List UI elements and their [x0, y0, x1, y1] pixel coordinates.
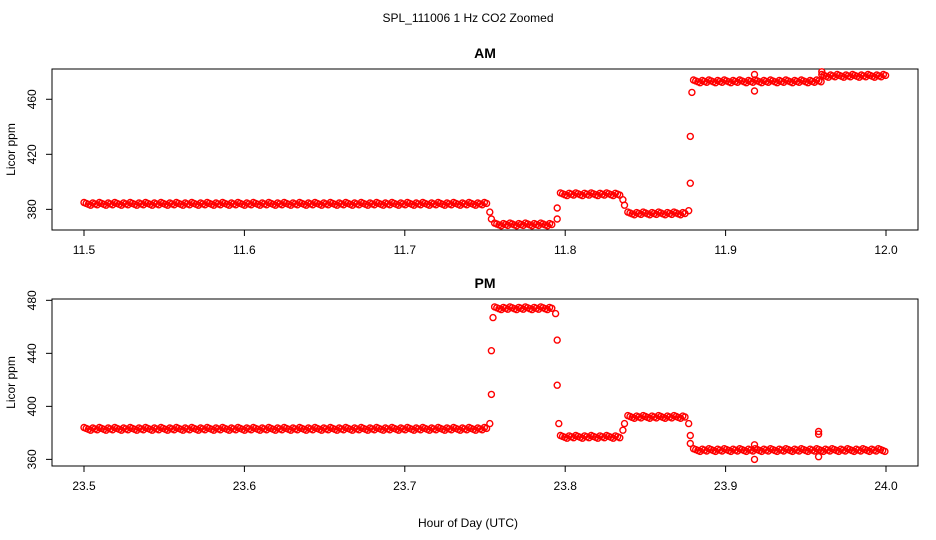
- y-axis-label: Licor ppm: [4, 123, 18, 176]
- panels: AM 11.5 11.6 11.7 11.8 11.9 12.0 380 420 460 Licor…: [4, 45, 919, 493]
- data-point: [548, 304, 556, 312]
- y-tick-label: 460: [25, 89, 39, 109]
- y-tick-label: 440: [25, 343, 39, 363]
- data-point: [543, 305, 552, 314]
- data-point: [553, 336, 561, 344]
- y-axis: 360 400 440 480: [25, 290, 53, 469]
- data-point: [814, 453, 823, 461]
- x-axis: 23.5 23.6 23.7 23.8 23.9 24.0: [72, 465, 898, 493]
- data-point: [686, 179, 694, 187]
- data-point: [676, 211, 685, 219]
- data-point: [817, 78, 825, 86]
- y-axis: 380 420 460: [25, 89, 53, 219]
- data-point: [619, 426, 627, 434]
- data-point: [487, 215, 496, 223]
- data-point: [482, 199, 491, 208]
- data-point: [685, 419, 693, 428]
- data-point: [681, 413, 689, 421]
- x-tick-label: 23.5: [72, 479, 96, 493]
- panel-am: AM 11.5 11.6 11.7 11.8 11.9 12.0 380 420 460 Licor…: [4, 45, 919, 257]
- data-point: [818, 68, 826, 76]
- data-series: [80, 68, 890, 230]
- data-point: [750, 441, 759, 449]
- data-point: [487, 347, 496, 355]
- y-axis-label: Licor ppm: [4, 356, 18, 409]
- data-point: [750, 87, 759, 95]
- panel-pm: PM 23.5 23.6 23.7 23.8 23.9 24.0 360 400 440 480 Li…: [4, 275, 919, 493]
- y-tick-label: 380: [25, 199, 39, 219]
- data-point: [814, 430, 823, 438]
- data-point: [486, 419, 494, 428]
- panel-title: AM: [474, 45, 496, 61]
- x-tick-label: 11.6: [233, 243, 256, 257]
- panel-title: PM: [475, 275, 496, 291]
- data-point: [486, 208, 494, 216]
- data-point: [553, 215, 561, 223]
- data-point: [881, 447, 889, 456]
- data-point: [750, 70, 759, 79]
- x-tick-label: 23.8: [554, 479, 578, 493]
- data-point: [686, 132, 694, 141]
- y-tick-label: 480: [25, 290, 39, 310]
- y-tick-label: 420: [25, 144, 39, 164]
- data-point: [685, 206, 693, 215]
- x-tick-label: 23.9: [714, 479, 738, 493]
- data-point: [688, 88, 696, 97]
- data-point: [553, 381, 561, 389]
- x-axis: 11.5 11.6 11.7 11.8 11.9 12.0: [73, 229, 898, 257]
- data-point: [881, 71, 890, 80]
- plot-frame: [51, 298, 919, 467]
- figure-title: SPL_111006 1 Hz CO2 Zoomed: [383, 11, 554, 25]
- data-point: [814, 427, 823, 436]
- data-point: [548, 220, 556, 229]
- data-point: [551, 309, 560, 318]
- x-tick-label: 24.0: [874, 479, 898, 493]
- data-point: [750, 455, 759, 464]
- data-series: [80, 303, 889, 464]
- x-tick-label: 11.9: [714, 243, 737, 257]
- data-point: [489, 313, 497, 322]
- y-tick-label: 360: [25, 449, 39, 469]
- x-axis-label: Hour of Day (UTC): [418, 516, 518, 530]
- x-tick-label: 23.7: [393, 479, 417, 493]
- data-point: [686, 431, 694, 440]
- x-tick-label: 11.7: [394, 243, 417, 257]
- data-point: [620, 201, 629, 209]
- data-point: [676, 414, 685, 422]
- x-tick-label: 23.6: [233, 479, 257, 493]
- data-point: [487, 390, 496, 399]
- data-point: [553, 204, 561, 212]
- x-tick-label: 11.5: [73, 243, 96, 257]
- x-tick-label: 12.0: [874, 243, 898, 257]
- data-point: [555, 419, 563, 428]
- data-point: [543, 222, 552, 230]
- data-point: [616, 434, 624, 442]
- data-point: [686, 439, 694, 448]
- x-tick-label: 11.8: [554, 243, 577, 257]
- y-tick-label: 400: [25, 396, 39, 416]
- data-point: [620, 419, 629, 428]
